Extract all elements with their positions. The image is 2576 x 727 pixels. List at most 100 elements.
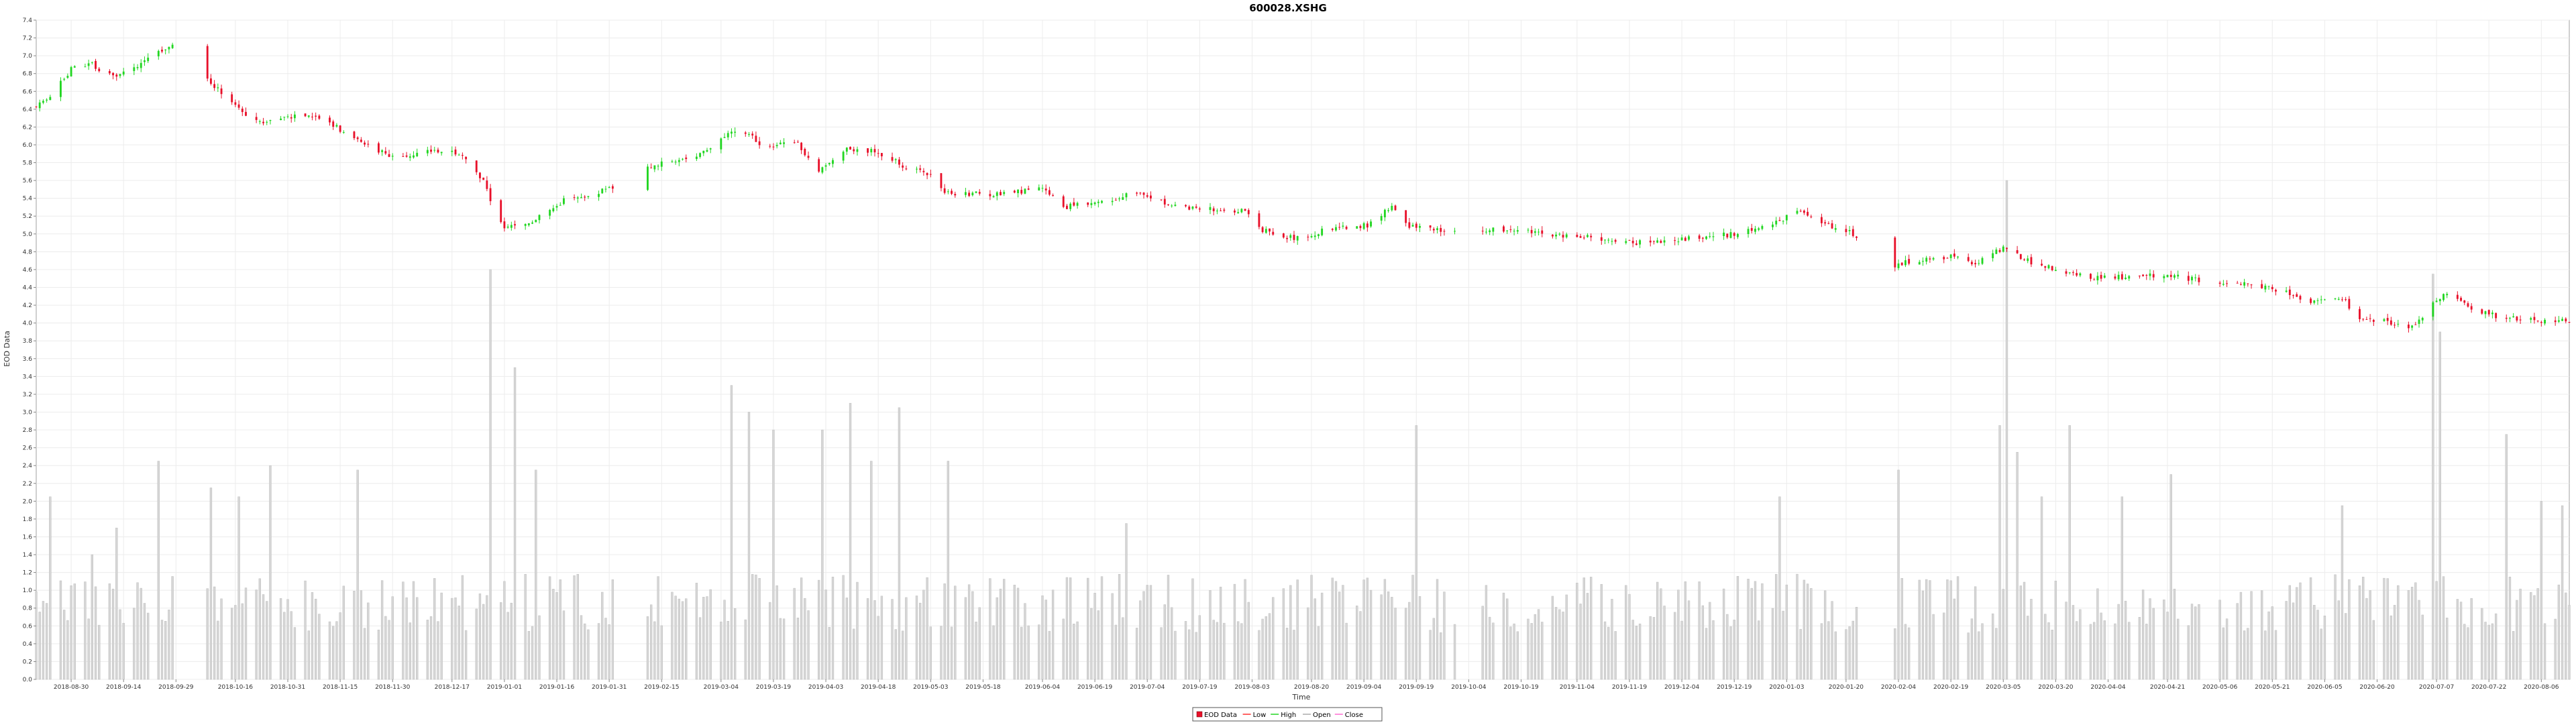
candle-body bbox=[290, 117, 292, 119]
candle-body bbox=[2439, 299, 2441, 301]
x-tick-label: 2018-08-30 bbox=[54, 684, 89, 691]
candle-body bbox=[2177, 275, 2179, 277]
x-tick-label: 2019-09-19 bbox=[1399, 684, 1434, 691]
candle-body bbox=[1705, 237, 1707, 239]
candle-body bbox=[98, 68, 100, 71]
volume-bar bbox=[2397, 585, 2399, 679]
volume-bar bbox=[63, 610, 65, 679]
volume-bar bbox=[2471, 598, 2473, 679]
candle-body bbox=[1558, 234, 1560, 235]
volume-bar bbox=[577, 574, 579, 679]
candle-body bbox=[525, 224, 527, 226]
volume-bar bbox=[584, 624, 586, 679]
candle-body bbox=[989, 194, 991, 196]
volume-bar bbox=[682, 602, 684, 679]
candle-body bbox=[780, 143, 782, 144]
candle-body bbox=[123, 72, 125, 74]
candle-body bbox=[727, 133, 729, 137]
candle-body bbox=[343, 132, 345, 133]
volume-bar bbox=[1824, 591, 1826, 679]
candle-body bbox=[2226, 283, 2228, 284]
candle-body bbox=[384, 151, 386, 154]
candle-body bbox=[661, 162, 663, 167]
volume-bar bbox=[1097, 610, 1099, 679]
candle-body bbox=[867, 148, 869, 153]
volume-bar bbox=[1929, 581, 1931, 679]
volume-bar bbox=[2362, 577, 2364, 679]
volume-bar bbox=[1772, 608, 1774, 679]
candle-body bbox=[1430, 225, 1432, 227]
volume-bar bbox=[559, 579, 561, 679]
volume-bar bbox=[2317, 610, 2319, 679]
candle-body bbox=[413, 156, 415, 158]
x-tick-label: 2019-08-20 bbox=[1294, 684, 1330, 691]
candle-body bbox=[1713, 236, 1715, 237]
candle-body bbox=[2341, 299, 2343, 300]
volume-bar bbox=[2198, 604, 2200, 679]
candle-body bbox=[559, 205, 561, 206]
volume-bar bbox=[1063, 619, 1065, 679]
candle-body bbox=[2387, 318, 2389, 321]
volume-bar bbox=[357, 470, 359, 679]
volume-bar bbox=[1629, 594, 1631, 679]
volume-bar bbox=[1946, 579, 1948, 679]
volume-bar bbox=[1265, 616, 1267, 679]
x-tick-label: 2020-07-07 bbox=[2419, 684, 2454, 691]
y-tick-label: 7.2 bbox=[23, 36, 32, 42]
volume-bar bbox=[49, 497, 51, 679]
volume-bar bbox=[486, 596, 488, 679]
volume-bar bbox=[2188, 626, 2190, 679]
volume-bar bbox=[241, 604, 244, 679]
candle-body bbox=[451, 151, 453, 152]
candle-body bbox=[797, 142, 799, 143]
volume-bar bbox=[2509, 577, 2511, 679]
volume-bar bbox=[1433, 618, 1435, 679]
candle-body bbox=[476, 160, 478, 172]
volume-bar bbox=[1611, 599, 1613, 679]
candle-body bbox=[329, 117, 331, 122]
volume-bar bbox=[1664, 606, 1666, 679]
volume-bar bbox=[2555, 619, 2557, 679]
volume-bar bbox=[818, 580, 820, 679]
y-tick-label: 3.2 bbox=[23, 392, 32, 398]
volume-bar bbox=[1020, 627, 1022, 679]
candle-body bbox=[1332, 229, 1334, 230]
volume-bar bbox=[1003, 579, 1005, 679]
volume-bar bbox=[2537, 588, 2539, 679]
candle-body bbox=[245, 112, 247, 116]
volume-bar bbox=[975, 622, 977, 679]
candle-body bbox=[1321, 229, 1323, 235]
volume-bar bbox=[2565, 593, 2567, 679]
candle-body bbox=[511, 225, 513, 227]
candle-body bbox=[60, 80, 62, 97]
candle-body bbox=[1489, 231, 1491, 233]
candle-body bbox=[647, 166, 649, 190]
candle-body bbox=[1115, 200, 1117, 201]
candle-body bbox=[2048, 265, 2050, 268]
volume-bar bbox=[1566, 595, 1568, 679]
volume-bar bbox=[608, 624, 610, 679]
x-tick-label: 2018-09-29 bbox=[158, 684, 194, 691]
candle-body bbox=[1311, 236, 1313, 237]
volume-bar bbox=[2093, 622, 2095, 679]
volume-bar bbox=[1381, 595, 1383, 679]
volume-bar bbox=[1615, 631, 1617, 679]
volume-bar bbox=[706, 596, 708, 679]
volume-bar bbox=[482, 604, 484, 679]
candle-body bbox=[2090, 274, 2092, 279]
candle-body bbox=[2261, 284, 2263, 288]
volume-bar bbox=[849, 403, 851, 679]
x-tick-label: 2020-07-22 bbox=[2471, 684, 2506, 691]
y-tick-label: 7.0 bbox=[23, 53, 33, 60]
candle-body bbox=[706, 150, 708, 152]
volume-bar bbox=[213, 587, 215, 679]
volume-bar bbox=[1391, 597, 1393, 679]
candle-body bbox=[172, 45, 174, 48]
candle-body bbox=[1314, 235, 1316, 237]
volume-bar bbox=[1248, 602, 1250, 679]
candle-body bbox=[1297, 236, 1299, 241]
volume-bar bbox=[2055, 581, 2057, 679]
candle-body bbox=[1583, 237, 1585, 238]
volume-bar bbox=[1094, 593, 1096, 679]
